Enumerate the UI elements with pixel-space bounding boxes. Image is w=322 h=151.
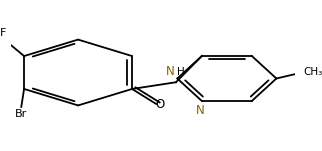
Text: N: N — [166, 65, 175, 78]
Text: O: O — [155, 98, 165, 111]
Text: CH₃: CH₃ — [303, 67, 322, 77]
Text: N: N — [196, 104, 205, 117]
Text: Br: Br — [15, 109, 27, 119]
Text: H: H — [177, 67, 185, 77]
Text: F: F — [0, 28, 6, 38]
